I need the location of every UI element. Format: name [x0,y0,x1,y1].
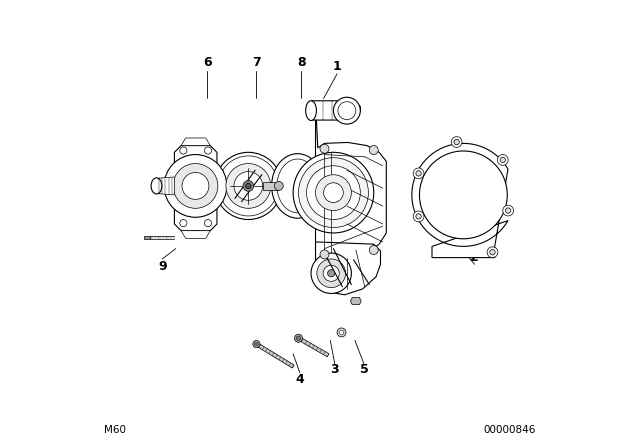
Circle shape [339,330,344,335]
Polygon shape [316,101,387,260]
Circle shape [173,164,218,208]
Circle shape [311,253,351,293]
Circle shape [234,172,262,200]
Polygon shape [145,236,150,239]
Polygon shape [316,242,380,295]
Circle shape [204,220,212,227]
Text: 5: 5 [360,363,368,376]
Circle shape [320,250,329,259]
Circle shape [243,181,253,191]
Circle shape [246,183,251,189]
Circle shape [226,164,271,208]
Polygon shape [311,101,360,120]
Circle shape [317,259,346,288]
Circle shape [328,270,335,277]
Text: 9: 9 [158,260,166,273]
Polygon shape [351,297,361,305]
Circle shape [293,152,374,233]
Circle shape [275,181,284,190]
Circle shape [454,139,460,145]
Circle shape [497,155,508,165]
Ellipse shape [271,154,324,218]
Circle shape [337,328,346,337]
Circle shape [369,146,378,155]
Circle shape [413,211,424,222]
Text: 8: 8 [297,56,305,69]
Polygon shape [174,146,217,231]
Circle shape [338,102,356,120]
Circle shape [294,334,303,342]
Circle shape [416,214,421,219]
Ellipse shape [151,178,162,194]
Circle shape [307,166,360,220]
Polygon shape [181,138,210,146]
Circle shape [333,97,360,124]
Text: 4: 4 [296,373,304,387]
Polygon shape [262,182,279,190]
Circle shape [324,183,343,202]
Text: 00000846: 00000846 [484,426,536,435]
Text: 1: 1 [333,60,341,73]
Circle shape [253,340,260,348]
Circle shape [490,250,495,255]
Circle shape [180,147,187,154]
Text: 2: 2 [470,251,479,264]
Circle shape [413,168,424,179]
Circle shape [503,205,513,216]
Circle shape [419,151,508,239]
Circle shape [323,265,339,281]
Circle shape [180,220,187,227]
Polygon shape [255,343,294,368]
Circle shape [451,137,462,147]
Text: 6: 6 [203,56,211,69]
Polygon shape [157,177,174,195]
Circle shape [215,152,282,220]
Circle shape [487,247,498,258]
Polygon shape [298,337,329,357]
Circle shape [298,158,369,228]
Circle shape [204,147,212,154]
Text: M60: M60 [104,426,126,435]
Circle shape [316,175,351,211]
Ellipse shape [277,159,318,213]
Polygon shape [412,143,508,258]
Circle shape [182,172,209,199]
Ellipse shape [306,101,316,121]
Circle shape [218,156,278,216]
Text: 7: 7 [252,56,260,69]
Circle shape [416,171,421,176]
Circle shape [500,157,506,163]
Circle shape [164,155,227,217]
Circle shape [255,342,258,346]
Circle shape [506,208,511,213]
Polygon shape [181,231,210,238]
Text: 3: 3 [330,363,339,376]
Circle shape [369,246,378,254]
Circle shape [296,336,301,340]
Circle shape [320,144,329,153]
